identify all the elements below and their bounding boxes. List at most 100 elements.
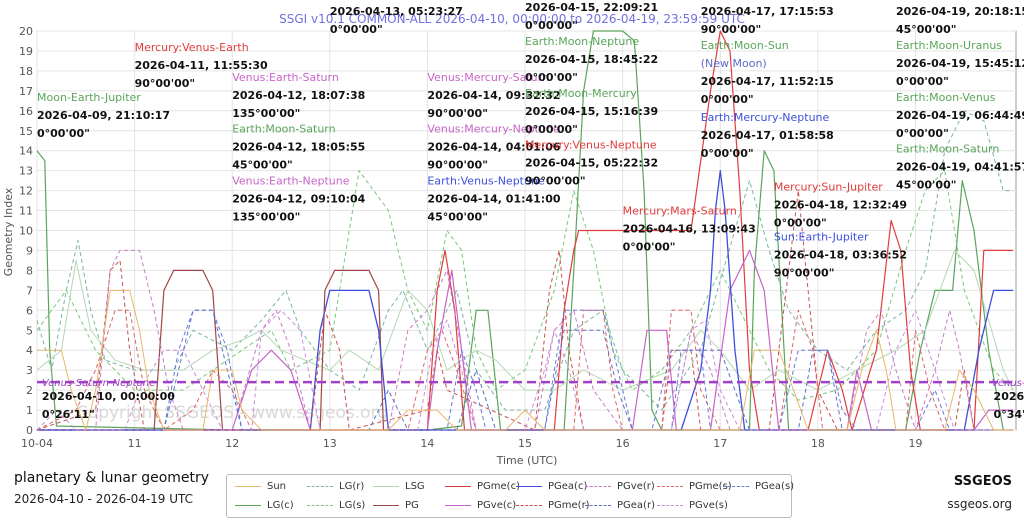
legend-label: PGve(s) xyxy=(689,500,728,511)
legend-item: LG(r) xyxy=(307,481,364,492)
annotation-detail: 90°00'00" xyxy=(525,175,586,188)
legend-swatch xyxy=(657,486,683,487)
legend-swatch xyxy=(516,505,542,506)
annotation-title: Mercury:Mars-Saturn xyxy=(623,205,737,218)
annotation-detail: 2026-04-14, 01:41:00 xyxy=(427,193,560,206)
x-tick-label: 19 xyxy=(908,437,922,450)
annotation-title: Earth:Moon-Saturn xyxy=(232,123,335,136)
annotation-detail: 2026-04-15, 18:45:22 xyxy=(525,53,658,66)
legend-swatch xyxy=(373,505,399,506)
legend-label: PGea(s) xyxy=(755,481,795,492)
chart-title: SSGI v10.1 COMMON-ALL 2026-04-10, 00:00:… xyxy=(279,12,745,26)
legend-item: PGea(s) xyxy=(723,481,794,492)
y-tick-label: 17 xyxy=(19,85,33,98)
legend-label: PG xyxy=(405,500,419,511)
annotation-detail: 2026-04-12, 18:07:38 xyxy=(232,89,365,102)
legend-item: PGve(c) xyxy=(445,500,516,511)
annotation-detail: 2026-04-16, 13:09:43 xyxy=(623,223,756,236)
annotation-detail: 2026-04-18, 03:36:52 xyxy=(774,248,907,261)
legend-swatch xyxy=(307,505,333,506)
annotation-detail: 135°00'00" xyxy=(232,107,300,120)
annotation-detail: 135°00'00" xyxy=(232,211,300,224)
legend-swatch xyxy=(585,486,611,487)
legend-swatch xyxy=(235,505,261,506)
y-tick-label: 0 xyxy=(26,424,33,437)
legend-swatch xyxy=(585,505,611,506)
annotation-detail: 2026-04-13, 05:23:27 xyxy=(330,5,463,18)
legend-label: PGve(c) xyxy=(477,500,517,511)
legend-label: LSG xyxy=(405,481,425,492)
footer-title: planetary & lunar geometry xyxy=(14,470,210,486)
annotation-detail: 0°00'00" xyxy=(623,241,676,254)
legend-label: PGme(c) xyxy=(477,481,520,492)
annotation-detail: 2026-04-12, 09:10:04 xyxy=(232,193,365,206)
legend-item: LG(c) xyxy=(235,500,294,511)
legend-item: PG xyxy=(373,500,419,511)
annotation-title: Mercury:Venus-Earth xyxy=(135,41,249,54)
annotation-detail: 2026-04-12, 18:05:55 xyxy=(232,141,365,154)
y-tick-label: 9 xyxy=(26,244,33,257)
legend-item: Sun xyxy=(235,481,286,492)
legend-label: PGme(r) xyxy=(548,500,590,511)
annotation-detail: 2026-04-09, 21:10:17 xyxy=(37,109,170,122)
annotation-title: Earth:Moon-Neptune xyxy=(525,35,639,48)
annotation-title: Earth:Moon-Mercury xyxy=(525,87,637,100)
annotation-detail: 0°00'00" xyxy=(37,127,90,140)
y-tick-label: 3 xyxy=(26,364,33,377)
series-sun xyxy=(37,289,1014,431)
annotation-title: Venus:Earth-Neptune xyxy=(232,175,350,188)
annotation-title: Earth:Venus-Neptune xyxy=(427,175,545,188)
annotation-detail: 0°26'11" xyxy=(42,408,95,421)
legend-label: LG(c) xyxy=(267,500,294,511)
legend-item: LG(s) xyxy=(307,500,365,511)
y-tick-label: 14 xyxy=(19,145,33,158)
brand-url: ssgeos.org xyxy=(947,497,1012,511)
annotation-title: Earth:Moon-Uranus xyxy=(896,39,1002,52)
geometry-chart: SSGI v10.1 COMMON-ALL 2026-04-10, 00:00:… xyxy=(2,0,1024,466)
annotation-detail: 2026-04-19, 00:00:00 xyxy=(994,390,1024,403)
annotation-title: Venus:Mercury-Neptune xyxy=(427,123,559,136)
annotation-detail: 2026-04-15, 15:16:39 xyxy=(525,105,658,118)
annotation-title: Earth:Moon-Sun xyxy=(701,39,789,52)
annotation-title: Earth:Mercury-Neptune xyxy=(701,111,830,124)
y-tick-label: 1 xyxy=(26,404,33,417)
x-tick-label: 12 xyxy=(225,437,239,450)
legend-label: Sun xyxy=(267,481,287,492)
annotation-detail: 90°00'00" xyxy=(427,159,488,172)
annotation-detail: 45°00'00" xyxy=(896,23,957,36)
x-tick-label: 18 xyxy=(811,437,825,450)
reference-line-label-left: Venus-Saturn-Neptune xyxy=(42,378,155,389)
y-axis-label: Geometry Index xyxy=(2,187,15,276)
legend-swatch xyxy=(307,486,333,487)
legend-item: PGme(c) xyxy=(445,481,520,492)
series-pgve-s xyxy=(36,309,1014,431)
annotation-detail: (New Moon) xyxy=(701,57,767,70)
watermark-text: Copyright SSGEOS - www.ssgeos.org xyxy=(76,403,388,423)
x-tick-label: 13 xyxy=(323,437,337,450)
y-tick-label: 12 xyxy=(19,185,33,198)
annotation-detail: 0°00'00" xyxy=(701,93,754,106)
legend-item: PGme(r) xyxy=(516,500,590,511)
legend-swatch xyxy=(445,505,471,506)
legend-swatch xyxy=(373,486,399,487)
annotation-detail: 90°00'00" xyxy=(774,266,835,279)
y-tick-label: 6 xyxy=(26,304,33,317)
annotation-detail: 2026-04-19, 04:41:57 xyxy=(896,161,1024,174)
y-tick-label: 19 xyxy=(19,45,33,58)
annotation-detail: 0°00'00" xyxy=(701,147,754,160)
y-tick-label: 11 xyxy=(19,205,33,218)
brand-block: SSGEOS ssgeos.org xyxy=(947,474,1012,511)
annotation-detail: 0°00'00" xyxy=(896,127,949,140)
legend-label: PGme(s) xyxy=(689,481,732,492)
legend-item: PGve(s) xyxy=(657,500,728,511)
y-tick-label: 20 xyxy=(19,25,33,38)
annotation-detail: 45°00'00" xyxy=(232,159,293,172)
legend-item: PGea(c) xyxy=(516,481,587,492)
legend-item: PGve(r) xyxy=(585,481,655,492)
series-pgea-s xyxy=(37,309,1014,431)
legend-label: LG(r) xyxy=(339,481,365,492)
footer-date-range: 2026-04-10 - 2026-04-19 UTC xyxy=(14,492,194,506)
annotation-detail: 45°00'00" xyxy=(896,179,957,192)
annotation-detail: 0°00'00" xyxy=(330,23,383,36)
legend-swatch xyxy=(657,505,683,506)
